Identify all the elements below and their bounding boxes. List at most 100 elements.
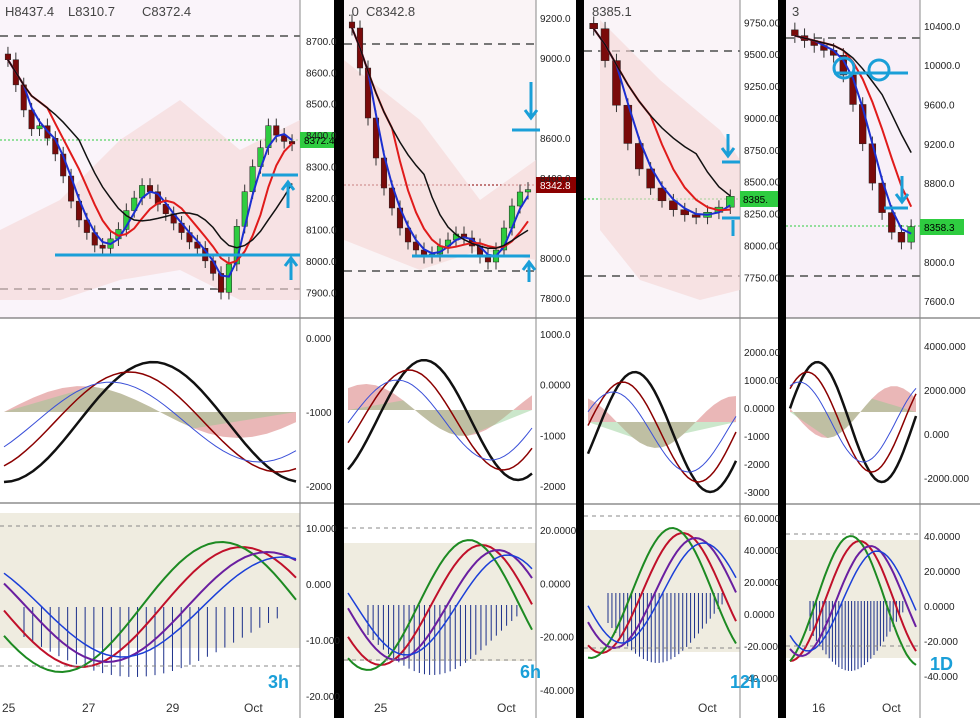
header-high: H8437.4 xyxy=(5,4,54,19)
price-tick-label: 9500.00 xyxy=(744,50,781,61)
candle xyxy=(516,191,524,207)
header-close: C8372.4 xyxy=(142,4,191,19)
macd-aux-line xyxy=(587,391,737,473)
oscillator-tick-label: 40.0000 xyxy=(924,532,961,543)
last-price-tag-6h xyxy=(536,177,576,193)
macd-tick-label: 1000.00 xyxy=(744,376,781,387)
oscillator-tick-label: -40.000 xyxy=(924,672,958,683)
last-price-12h: 8385. xyxy=(743,195,768,206)
price-tick-label: 7600.0 xyxy=(924,297,955,308)
last-price-tag-1d xyxy=(920,219,964,235)
macd-line xyxy=(3,360,297,484)
price-axis-1d: 10400.0 10000.0 9600.0 9200.0 8800.0 8000.0 76… xyxy=(924,22,961,308)
price-tick-label: 8300.0 xyxy=(306,163,337,174)
oscillator-tick-label: 20.0000 xyxy=(744,578,781,589)
price-tick-label: 8600.0 xyxy=(306,68,337,79)
candle xyxy=(364,67,372,119)
timeframe-label-6h: 6h xyxy=(520,662,541,682)
oscillator-red-line xyxy=(3,546,297,668)
x-label: 27 xyxy=(82,701,96,715)
macd-tick-label: -2000 xyxy=(744,460,770,471)
macd-aux-line xyxy=(347,379,533,461)
price-tick-label: 7750.00 xyxy=(744,273,781,284)
price-tick-label: 8750.00 xyxy=(744,146,781,157)
macd-tick-label: 1000.0 xyxy=(540,330,571,341)
panel-6h: 8342.8 9200.0 9000.0 8600.0 8400.0 8000.0 780… xyxy=(344,0,577,718)
macd-histogram-positive xyxy=(790,398,916,438)
moving-averages-12h xyxy=(592,28,731,216)
price-tick-label: 8250.00 xyxy=(744,210,781,221)
price-tick-label: 8400.0 xyxy=(540,174,571,185)
x-label: 16 xyxy=(812,701,826,715)
candle xyxy=(225,263,232,293)
macd-signal-line xyxy=(3,371,297,473)
macd-histogram-positive xyxy=(348,400,532,436)
oscillator-band xyxy=(584,530,740,652)
candle xyxy=(524,189,532,193)
oscillator-tick-label: 0.0000 xyxy=(540,579,571,590)
candle xyxy=(273,125,280,136)
macd-aux-line xyxy=(789,381,917,463)
price-tick-label: 8600.0 xyxy=(540,134,571,145)
price-tick-label: 8000.00 xyxy=(744,241,781,252)
header-close: C8342.8 xyxy=(366,4,415,19)
price-tick-label: 8800.0 xyxy=(924,179,955,190)
macd-tick-label: -2000 xyxy=(540,482,566,493)
timeframe-label-12h: 12h xyxy=(730,672,761,692)
macd-line xyxy=(788,360,918,484)
oscillator-green-line xyxy=(789,535,917,666)
last-price-tag-3h xyxy=(300,132,334,148)
oscillator-purple-line xyxy=(347,549,533,661)
candle xyxy=(589,23,598,29)
oscillator-band xyxy=(786,540,920,658)
macd-1d: 4000.000 2000.000 0.000 -2000.000 xyxy=(788,342,969,485)
macd-tick-label: 0.000 xyxy=(924,430,949,441)
moving-averages-3h xyxy=(7,59,293,278)
price-tick-label: 10000.0 xyxy=(924,61,961,72)
macd-tick-label: 0.000 xyxy=(306,334,331,345)
macd-aux-line xyxy=(3,381,297,463)
macd-tick-label: 2000.00 xyxy=(744,348,781,359)
oscillator-tick-label: 10.000 xyxy=(306,524,337,535)
candle xyxy=(726,196,735,208)
oscillator-green-line xyxy=(3,540,297,674)
circle-marker-icon xyxy=(867,58,891,82)
price-tick-label: 9000.0 xyxy=(540,54,571,65)
macd-signal-line xyxy=(347,369,533,471)
candle xyxy=(388,187,396,209)
candle xyxy=(646,168,655,189)
price-tick-label: 8500.0 xyxy=(306,100,337,111)
x-label: 25 xyxy=(374,701,388,715)
price-axis-12h: 9750.00 9500.00 9250.00 9000.00 8750.00 8500.… xyxy=(744,18,781,284)
candle xyxy=(657,187,667,202)
last-price-1d: 8358.3 xyxy=(924,223,955,234)
price-tick-label: 8000.0 xyxy=(540,254,571,265)
arrow-down-icon xyxy=(523,82,539,121)
oscillator-blue-line xyxy=(347,554,533,656)
oscillator-tick-label: 0.000 xyxy=(306,580,331,591)
header-low: L8310.7 xyxy=(68,4,115,19)
header-open: 3 xyxy=(792,4,799,19)
price-axis-6h: 9200.0 9000.0 8600.0 8400.0 8000.0 7800.0 xyxy=(540,14,571,305)
moving-average-line xyxy=(7,59,293,278)
oscillator-1d: 40.0000 20.0000 0.0000 -20.000 -40.000 xyxy=(786,532,961,683)
oscillator-tick-label: -20.000 xyxy=(924,637,958,648)
candle xyxy=(791,29,799,36)
price-axis-3h: 8700.0 8600.0 8500.0 8400.0 8300.0 8200.0 8100… xyxy=(306,37,337,299)
macd-signal-line xyxy=(789,371,917,473)
candle xyxy=(412,241,420,251)
candle xyxy=(348,21,356,29)
oscillator-12h: 60.0000 40.0000 20.0000 0.0000 -20.000 -40.00… xyxy=(584,514,781,685)
moving-average-line xyxy=(351,27,529,249)
price-tick-label: 9250.00 xyxy=(744,82,781,93)
oscillator-purple-line xyxy=(3,550,297,664)
last-price-tag-12h xyxy=(740,191,778,207)
price-tick-label: 9200.0 xyxy=(924,140,955,151)
macd-tick-label: 4000.000 xyxy=(924,342,966,353)
candle xyxy=(888,212,896,233)
panel-1d: 8358.3 10400.0 10000.0 9600.0 9200.0 8800.0 8… xyxy=(786,0,980,718)
price-tick-label: 9750.00 xyxy=(744,18,781,29)
oscillator-tick-label: 0.0000 xyxy=(924,602,955,613)
candle xyxy=(907,226,915,243)
